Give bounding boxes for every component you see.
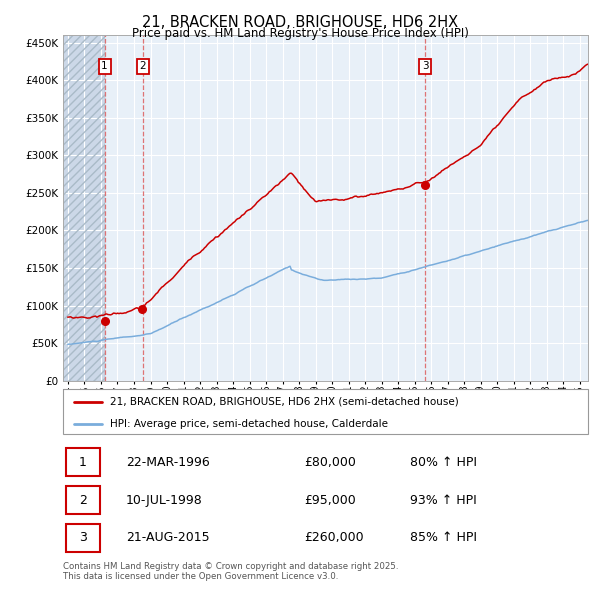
Bar [63,35,104,381]
Text: 3: 3 [79,532,86,545]
Text: HPI: Average price, semi-detached house, Calderdale: HPI: Average price, semi-detached house,… [110,419,388,429]
FancyBboxPatch shape [63,389,588,434]
Text: 22-MAR-1996: 22-MAR-1996 [126,455,210,468]
Text: 3: 3 [422,61,428,71]
Text: 93% ↑ HPI: 93% ↑ HPI [409,493,476,507]
Text: 80% ↑ HPI: 80% ↑ HPI [409,455,476,468]
Text: £95,000: £95,000 [305,493,356,507]
Bar [63,35,104,381]
FancyBboxPatch shape [65,448,100,477]
Text: Price paid vs. HM Land Registry's House Price Index (HPI): Price paid vs. HM Land Registry's House … [131,27,469,40]
Text: 2: 2 [139,61,146,71]
Text: 21-AUG-2015: 21-AUG-2015 [126,532,209,545]
Text: £260,000: £260,000 [305,532,364,545]
Text: £80,000: £80,000 [305,455,356,468]
Text: 1: 1 [79,455,86,468]
FancyBboxPatch shape [65,523,100,552]
Text: 85% ↑ HPI: 85% ↑ HPI [409,532,476,545]
Text: 21, BRACKEN ROAD, BRIGHOUSE, HD6 2HX: 21, BRACKEN ROAD, BRIGHOUSE, HD6 2HX [142,15,458,30]
Text: 2: 2 [79,493,86,507]
FancyBboxPatch shape [65,486,100,514]
Text: 1: 1 [101,61,108,71]
Text: 21, BRACKEN ROAD, BRIGHOUSE, HD6 2HX (semi-detached house): 21, BRACKEN ROAD, BRIGHOUSE, HD6 2HX (se… [110,397,459,407]
Text: 10-JUL-1998: 10-JUL-1998 [126,493,203,507]
Text: Contains HM Land Registry data © Crown copyright and database right 2025.
This d: Contains HM Land Registry data © Crown c… [63,562,398,581]
